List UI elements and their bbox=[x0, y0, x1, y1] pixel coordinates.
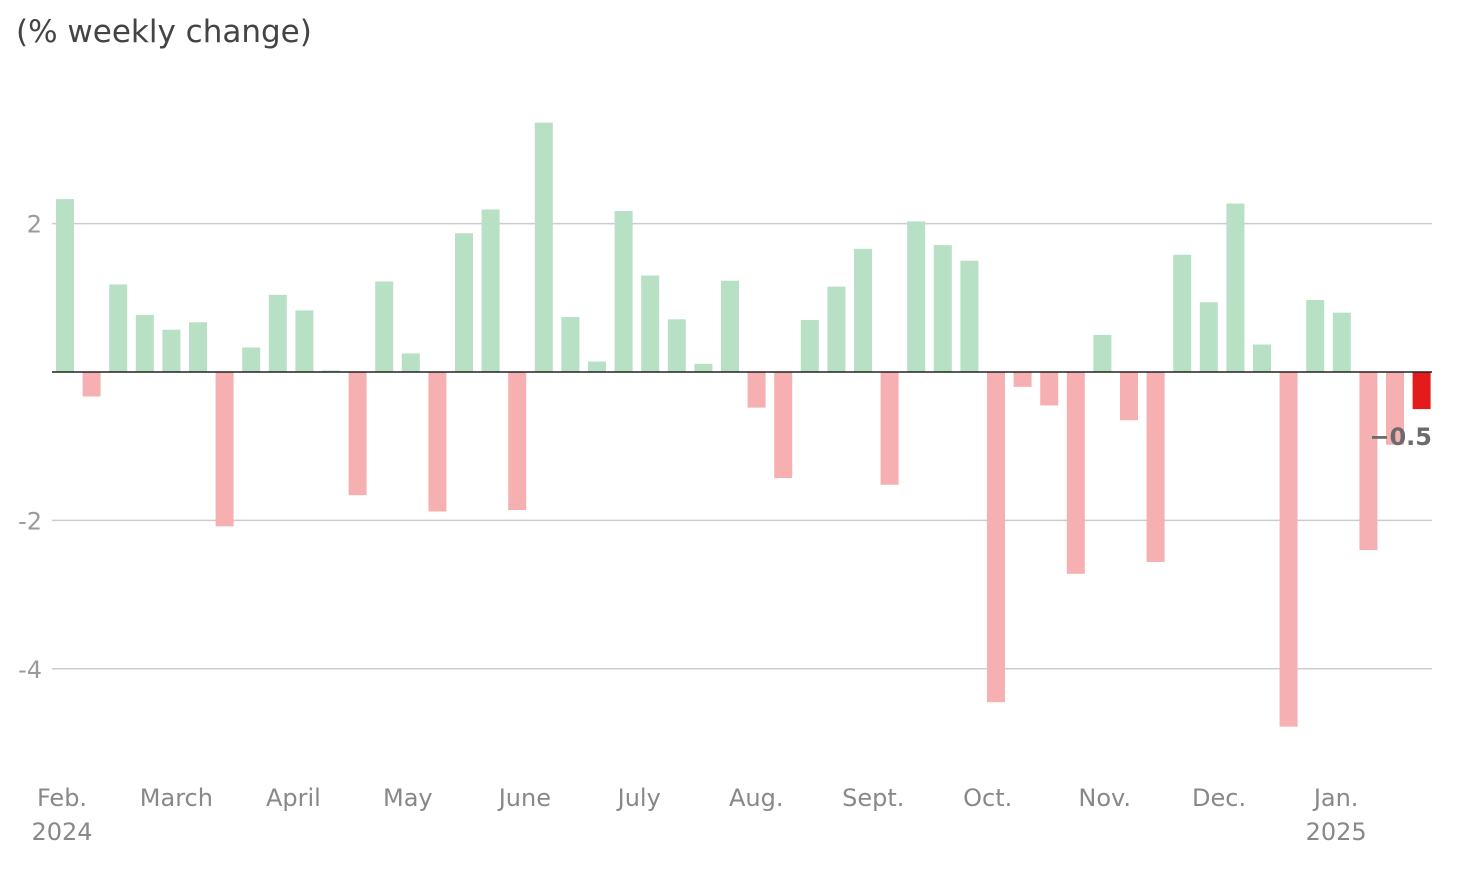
bar-week-36 bbox=[1013, 372, 1032, 387]
x-tick-label: July bbox=[616, 784, 661, 812]
bar-week-27 bbox=[774, 372, 793, 479]
bar-week-19 bbox=[561, 317, 580, 372]
bar-week-24 bbox=[694, 363, 713, 372]
bar-week-25 bbox=[721, 280, 739, 372]
chart-subtitle: (% weekly change) bbox=[16, 14, 312, 50]
bar-week-11 bbox=[348, 372, 367, 496]
bar-week-1 bbox=[82, 372, 101, 397]
bar-week-45 bbox=[1253, 344, 1271, 372]
bar-week-0 bbox=[56, 199, 74, 372]
bar-week-33 bbox=[933, 245, 952, 372]
bar-week-12 bbox=[375, 281, 394, 372]
bar-week-31 bbox=[880, 372, 899, 485]
bar-week-15 bbox=[455, 233, 473, 372]
bar-week-49 bbox=[1359, 372, 1378, 551]
bar-week-38 bbox=[1066, 372, 1085, 574]
bar-week-32 bbox=[907, 221, 926, 372]
gridlines bbox=[52, 222, 1432, 670]
bar-week-37 bbox=[1040, 372, 1059, 406]
bar-week-9 bbox=[295, 310, 314, 372]
bar-week-39 bbox=[1093, 334, 1112, 372]
bar-week-50 bbox=[1386, 372, 1404, 445]
x-tick-label: June bbox=[497, 784, 551, 812]
x-tick-label: Nov. bbox=[1078, 784, 1131, 812]
bar-week-8 bbox=[268, 294, 287, 372]
bar-week-26 bbox=[747, 372, 766, 408]
x-tick-year-label: 2024 bbox=[31, 818, 92, 846]
x-axis-ticks: Feb. 2024 March April May June July Aug. Sept. Oc… bbox=[31, 784, 1366, 846]
bar-week-2 bbox=[109, 284, 128, 372]
x-tick-label: May bbox=[383, 784, 433, 812]
bar-week-51 bbox=[1412, 372, 1431, 410]
bar-week-41 bbox=[1146, 372, 1165, 562]
x-tick-label: Dec. bbox=[1192, 784, 1246, 812]
bar-week-20 bbox=[588, 361, 606, 372]
bar-week-5 bbox=[189, 322, 207, 372]
bar-week-22 bbox=[641, 275, 660, 372]
x-tick-label: March bbox=[140, 784, 213, 812]
y-tick-label: -4 bbox=[18, 656, 42, 684]
y-axis-ticks: 2 -2 -4 bbox=[18, 211, 42, 684]
y-tick-label: -2 bbox=[18, 507, 42, 535]
bar-week-29 bbox=[827, 286, 846, 372]
bar-week-3 bbox=[135, 314, 154, 372]
bar-week-23 bbox=[667, 319, 686, 372]
x-tick-label: Jan. bbox=[1312, 784, 1359, 812]
bar-week-16 bbox=[481, 209, 500, 372]
x-tick-label: Aug. bbox=[729, 784, 784, 812]
bar-week-6 bbox=[215, 372, 234, 527]
y-tick-label: 2 bbox=[27, 211, 42, 239]
bar-week-13 bbox=[401, 353, 420, 372]
data-label-last: −0.5 bbox=[1369, 423, 1432, 451]
bar-week-28 bbox=[800, 320, 819, 372]
bar-week-47 bbox=[1306, 300, 1325, 372]
bar-week-35 bbox=[987, 372, 1005, 703]
data-labels: −0.5 bbox=[1369, 423, 1432, 451]
x-tick-label: Feb. bbox=[37, 784, 87, 812]
bar-week-40 bbox=[1120, 372, 1138, 421]
bar-week-14 bbox=[428, 372, 447, 512]
bar-week-43 bbox=[1199, 302, 1218, 372]
bar-week-21 bbox=[614, 210, 633, 372]
bar-week-34 bbox=[960, 260, 979, 372]
bar-week-46 bbox=[1279, 372, 1298, 727]
x-tick-label: Oct. bbox=[963, 784, 1012, 812]
bars bbox=[56, 122, 1431, 727]
bar-week-17 bbox=[508, 372, 527, 511]
bar-week-42 bbox=[1173, 254, 1192, 372]
bar-week-18 bbox=[534, 122, 553, 372]
x-tick-label: April bbox=[266, 784, 321, 812]
x-tick-label: Sept. bbox=[842, 784, 904, 812]
bar-week-4 bbox=[162, 329, 181, 372]
bar-week-30 bbox=[854, 248, 872, 372]
bar-week-48 bbox=[1332, 312, 1351, 372]
bar-week-44 bbox=[1226, 203, 1245, 372]
bar-week-7 bbox=[242, 347, 261, 372]
x-tick-year-label: 2025 bbox=[1306, 818, 1367, 846]
